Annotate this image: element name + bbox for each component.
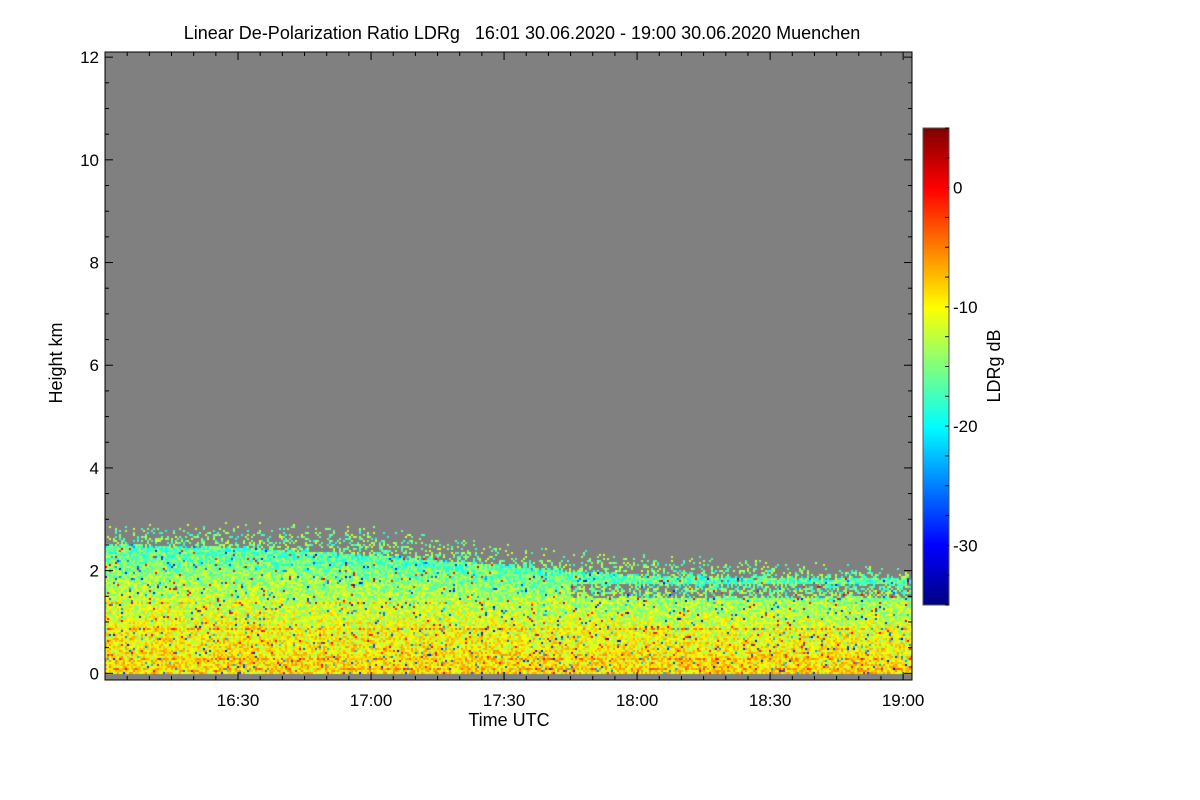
x-tick-label: 19:00 [882, 691, 925, 710]
colorbar-tick-label: 0 [953, 179, 962, 198]
x-tick-label: 16:30 [217, 691, 260, 710]
colorbar-label: LDRg dB [984, 329, 1004, 402]
heatmap-canvas [105, 52, 912, 680]
y-tick-label: 8 [90, 254, 99, 273]
y-tick-label: 4 [90, 459, 99, 478]
x-tick-label: 18:30 [749, 691, 792, 710]
y-axis-label: Height km [46, 322, 66, 403]
y-tick-label: 0 [90, 664, 99, 683]
x-axis-label: Time UTC [468, 710, 549, 730]
plot-frame [104, 51, 913, 681]
x-tick-label: 17:30 [483, 691, 526, 710]
x-tick-label: 18:00 [616, 691, 659, 710]
chart-title: Linear De-Polarization Ratio LDRg 16:01 … [184, 23, 860, 43]
y-tick-label: 10 [80, 151, 99, 170]
y-tick-label: 2 [90, 562, 99, 581]
colorbar-tick-label: -10 [953, 298, 978, 317]
y-tick-label: 12 [80, 48, 99, 67]
colorbar [923, 128, 949, 605]
colorbar-tick-label: -20 [953, 417, 978, 436]
x-tick-label: 17:00 [350, 691, 393, 710]
y-tick-label: 6 [90, 356, 99, 375]
colorbar-tick-label: -30 [953, 536, 978, 555]
